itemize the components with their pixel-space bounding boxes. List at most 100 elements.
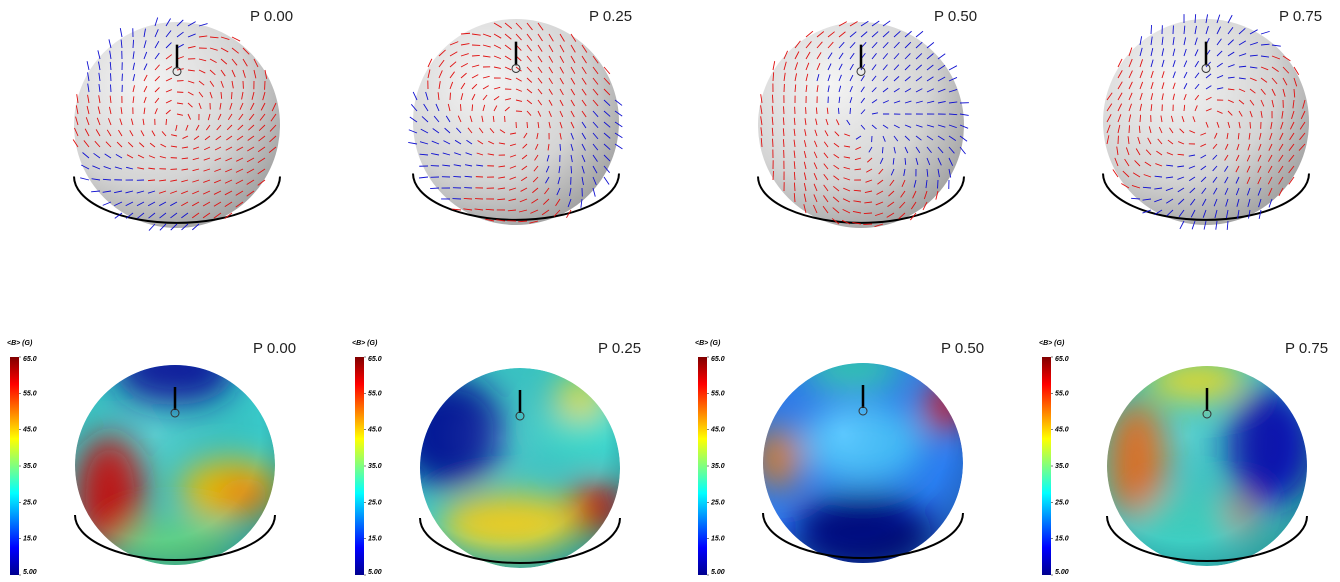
colorbar-title: <B> (G) — [7, 340, 33, 347]
field-vector — [548, 44, 554, 53]
field-vector — [1271, 44, 1281, 47]
field-vector — [537, 77, 543, 84]
field-vector — [181, 201, 189, 207]
field-vector — [1205, 108, 1212, 112]
field-vector — [143, 96, 147, 104]
field-vector — [545, 165, 550, 173]
field-vector — [215, 135, 222, 141]
field-vector — [570, 165, 573, 174]
field-vector — [1226, 132, 1229, 140]
field-vector — [460, 82, 466, 90]
field-vector — [449, 61, 457, 68]
field-vector — [915, 135, 922, 141]
field-vector — [74, 127, 79, 137]
field-vector — [260, 102, 266, 111]
field-vector — [804, 129, 807, 137]
field-vector — [854, 157, 862, 161]
field-vector — [772, 61, 776, 71]
field-vector — [948, 135, 957, 141]
field-vector — [537, 121, 540, 129]
field-vector — [251, 91, 255, 100]
field-vector — [842, 198, 851, 203]
colorbar-tick-label: 25.0 — [367, 499, 382, 506]
field-vector — [1172, 82, 1176, 90]
field-vector — [504, 106, 510, 112]
field-vector — [515, 66, 522, 72]
equator — [73, 176, 281, 224]
field-vector — [185, 124, 189, 131]
field-vector — [509, 132, 517, 135]
field-vector — [926, 41, 935, 49]
field-vector — [823, 163, 829, 170]
field-vector — [1293, 77, 1298, 87]
field-vector — [264, 69, 268, 79]
field-vector — [849, 41, 856, 49]
field-vector — [904, 64, 911, 71]
field-vector — [877, 179, 884, 185]
field-vector — [1166, 209, 1174, 217]
field-vector — [1271, 66, 1279, 72]
field-vector — [247, 146, 255, 152]
field-vector — [460, 62, 469, 68]
field-vector — [937, 124, 946, 128]
field-vector — [93, 152, 101, 159]
field-vector — [915, 41, 923, 49]
field-vector — [1166, 152, 1174, 156]
field-vector — [1177, 176, 1185, 180]
field-vector — [1150, 104, 1153, 112]
field-vector — [926, 100, 935, 104]
field-vector — [148, 167, 156, 170]
field-vector — [482, 55, 491, 58]
field-vector — [580, 198, 583, 208]
field-vector — [1161, 36, 1164, 46]
field-vector — [1194, 105, 1198, 112]
field-vector — [198, 91, 204, 98]
field-vector — [1249, 99, 1255, 106]
field-vector — [1260, 66, 1269, 71]
field-vector — [559, 132, 562, 140]
field-vector — [521, 154, 528, 160]
field-vector — [1177, 187, 1185, 193]
field-vector — [923, 190, 928, 200]
field-vector — [793, 117, 796, 126]
field-vector — [104, 153, 112, 159]
field-vector — [449, 81, 454, 90]
field-vector — [504, 44, 512, 51]
field-vector — [253, 58, 259, 68]
field-vector — [1238, 27, 1246, 35]
field-vector — [1112, 169, 1119, 178]
field-vector — [760, 138, 763, 148]
field-vector — [570, 154, 573, 163]
field-vector — [1205, 96, 1212, 101]
field-vector — [438, 81, 441, 90]
field-vector — [570, 121, 575, 129]
field-vector — [143, 40, 147, 49]
field-vector — [482, 33, 492, 38]
field-vector — [192, 146, 200, 150]
field-vector — [1121, 183, 1130, 189]
field-vector — [948, 113, 958, 116]
field-vector — [132, 85, 135, 93]
field-vector — [823, 173, 829, 181]
field-vector — [523, 132, 528, 139]
field-vector — [471, 104, 474, 112]
field-vector — [882, 20, 891, 27]
field-vector — [772, 72, 775, 82]
field-vector — [592, 132, 599, 140]
field-vector — [132, 96, 135, 104]
field-vector — [537, 22, 544, 31]
field-vector — [948, 65, 958, 71]
field-vector — [838, 52, 844, 60]
field-vector — [482, 75, 490, 79]
field-vector — [1227, 14, 1233, 24]
field-vector — [570, 33, 577, 42]
field-vector — [603, 110, 611, 117]
field-vector — [1248, 132, 1251, 140]
colorbar-tick-label: 55.0 — [1055, 390, 1069, 397]
field-vector — [187, 33, 196, 38]
field-vector — [849, 21, 858, 27]
field-vector — [926, 64, 934, 71]
field-vector — [1194, 83, 1200, 90]
field-vector — [257, 157, 266, 164]
field-vector — [876, 190, 884, 195]
